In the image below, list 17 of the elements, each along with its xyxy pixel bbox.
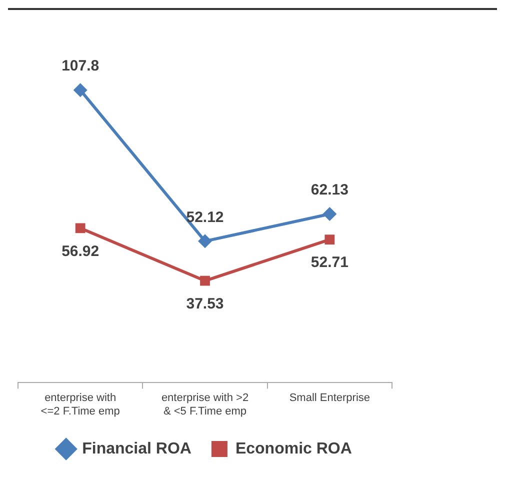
legend-label: Economic ROA xyxy=(235,440,352,458)
data-label: 52.12 xyxy=(186,208,224,226)
data-label: 62.13 xyxy=(310,182,348,199)
legend-label: Financial ROA xyxy=(82,440,192,458)
data-label: 56.92 xyxy=(62,242,100,260)
data-label: 37.53 xyxy=(186,295,224,312)
point xyxy=(200,276,210,286)
point xyxy=(198,234,212,248)
x-tick-label: enterprise with >2 & <5 F.Time emp xyxy=(161,392,249,418)
data-label: 107.8 xyxy=(62,58,100,75)
point xyxy=(73,83,88,98)
x-tick-label: Small Enterprise xyxy=(289,392,370,404)
point xyxy=(324,234,335,245)
data-label: 52.71 xyxy=(310,254,348,272)
point xyxy=(75,223,86,234)
x-tick-label: enterprise with <=2 F.Time emp xyxy=(40,392,120,418)
point xyxy=(322,207,337,222)
